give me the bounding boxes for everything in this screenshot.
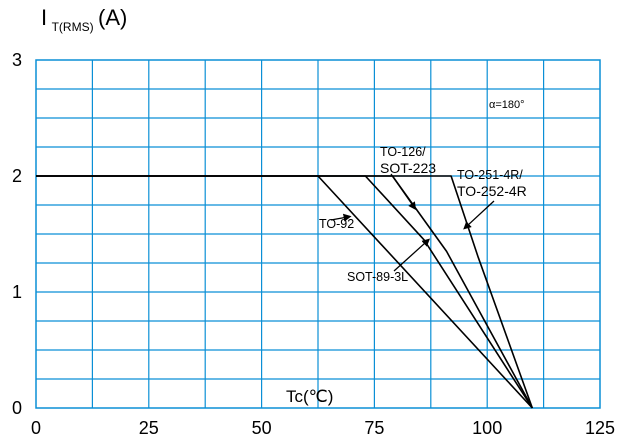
annotation-label-to-126-sot-223: SOT-223 <box>380 160 436 176</box>
y-tick-label: 2 <box>12 166 22 186</box>
y-axis-label: I T(RMS) (A) <box>41 5 127 35</box>
series-group <box>36 175 534 409</box>
y-axis-label-main: I <box>41 5 47 30</box>
x-tick-label: 125 <box>585 418 615 438</box>
x-axis-label: Tc(℃) <box>286 387 333 406</box>
y-tick-label: 1 <box>12 282 22 302</box>
condition-label: α=180° <box>489 99 525 111</box>
x-tick-label: 100 <box>472 418 502 438</box>
annotation-arrow-to-126-sot-223 <box>390 173 417 211</box>
y-axis-label-sub: T(RMS) <box>52 20 94 34</box>
annotation-label-to-251-4r-to-252-4r: TO-252-4R <box>457 183 527 199</box>
y-axis-label-unit: (A) <box>98 5 127 30</box>
plot-frame <box>35 59 601 409</box>
annotation-arrow-to-251-4r-to-252-4r <box>463 200 495 230</box>
x-tick-label: 25 <box>139 418 159 438</box>
series-line-to-251-4r-to-252-4r <box>36 175 534 409</box>
annotation-label-to-126-sot-223: TO-126/ <box>380 145 426 159</box>
tick-labels: 0 25 50 75 100 125 0 1 2 3 <box>12 50 615 438</box>
y-tick-label: 0 <box>12 398 22 418</box>
x-tick-label: 0 <box>31 418 41 438</box>
grid <box>36 60 600 408</box>
annotation-label-to-251-4r-to-252-4r: TO-251-4R/ <box>457 168 523 182</box>
x-tick-label: 75 <box>364 418 384 438</box>
annotation-arrow-sot-89-3l <box>393 238 431 272</box>
annotation-label-sot-89-3l: SOT-89-3L <box>347 270 408 284</box>
y-tick-label: 3 <box>12 50 22 70</box>
x-tick-label: 50 <box>252 418 272 438</box>
annotation-arrow-to-92 <box>330 213 352 222</box>
